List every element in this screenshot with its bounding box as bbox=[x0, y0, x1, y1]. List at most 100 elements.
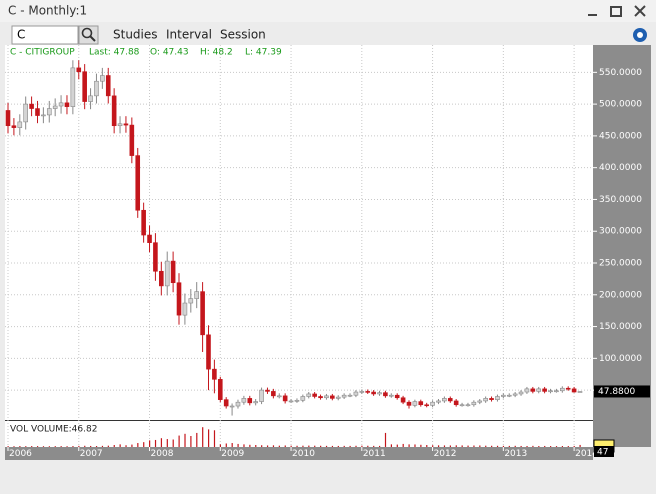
volume-bar bbox=[361, 445, 363, 447]
volume-bar bbox=[101, 445, 104, 447]
volume-bar bbox=[408, 444, 410, 447]
volume-bar bbox=[308, 445, 310, 447]
y-tick-label: 100.0000 bbox=[599, 354, 642, 364]
volume-bar bbox=[60, 446, 62, 447]
candle-body bbox=[518, 391, 524, 395]
volume-bar bbox=[154, 439, 157, 447]
volume-bar bbox=[443, 445, 446, 447]
volume-bar bbox=[467, 445, 469, 447]
volume-bar bbox=[379, 445, 381, 447]
window-title: C - Monthly:1 bbox=[8, 4, 87, 18]
volume-bar bbox=[502, 445, 505, 447]
volume-bar bbox=[25, 446, 27, 447]
candle-body bbox=[347, 394, 353, 397]
volume-bar bbox=[278, 445, 280, 447]
time-axis bbox=[5, 447, 593, 460]
x-tick-label: 2006 bbox=[9, 449, 32, 459]
settings-icon bbox=[637, 32, 643, 38]
candle-body bbox=[241, 398, 247, 403]
volume-bar bbox=[426, 445, 428, 447]
volume-bar bbox=[567, 446, 569, 447]
search-icon bbox=[81, 27, 93, 39]
volume-bar bbox=[48, 446, 50, 447]
volume-bar bbox=[331, 445, 334, 447]
volume-bar bbox=[243, 444, 245, 447]
x-tick-label: 2014 bbox=[575, 449, 598, 459]
volume-bar bbox=[160, 438, 163, 447]
last-price-label: 47.8800 bbox=[598, 387, 635, 397]
candle-body bbox=[223, 399, 229, 407]
volume-bar bbox=[496, 445, 499, 447]
search-icon bbox=[89, 35, 96, 42]
y-tick-label: 400.0000 bbox=[599, 163, 642, 173]
volume-bar bbox=[131, 444, 133, 447]
volume-bar bbox=[485, 445, 487, 447]
menu-item[interactable]: Studies bbox=[113, 28, 158, 42]
x-tick-label: 2010 bbox=[292, 449, 315, 459]
candle-body bbox=[159, 270, 164, 287]
volume-bar bbox=[166, 439, 168, 447]
candle-body bbox=[70, 67, 76, 107]
volume-bar bbox=[520, 445, 522, 447]
candle-body bbox=[365, 391, 371, 393]
volume-pane bbox=[5, 421, 593, 447]
candle-body bbox=[217, 379, 223, 400]
candle-body bbox=[247, 398, 253, 404]
candle-body bbox=[377, 392, 382, 395]
candle-body bbox=[76, 67, 82, 72]
volume-bar bbox=[36, 446, 39, 447]
candle-body bbox=[153, 242, 158, 272]
volume-bar bbox=[449, 445, 451, 447]
volume-bar bbox=[526, 445, 528, 447]
candle-body bbox=[501, 394, 506, 397]
volume-bar bbox=[42, 446, 45, 447]
candle-body bbox=[512, 393, 518, 396]
candle-body bbox=[212, 368, 217, 380]
candle-body bbox=[147, 234, 152, 243]
volume-tag-bg bbox=[594, 446, 614, 457]
x-tick-label: 2009 bbox=[221, 449, 244, 459]
candle-body bbox=[453, 400, 459, 406]
candle-body bbox=[64, 102, 70, 107]
candle-body bbox=[371, 391, 376, 395]
volume-bar bbox=[514, 445, 516, 447]
candle-body bbox=[565, 387, 571, 390]
candle-body bbox=[11, 125, 17, 128]
candle-body bbox=[418, 401, 424, 406]
volume-bar bbox=[390, 444, 392, 447]
volume-bar bbox=[119, 444, 121, 447]
legend-open: O: 47.43 bbox=[150, 48, 189, 58]
candle-body bbox=[41, 114, 46, 117]
symbol-input-text[interactable]: C bbox=[17, 28, 25, 42]
candle-body bbox=[335, 396, 341, 399]
candle-body bbox=[100, 75, 105, 82]
candle-body bbox=[524, 388, 530, 393]
volume-bar bbox=[143, 442, 145, 447]
candle-body bbox=[471, 401, 477, 406]
volume-bar bbox=[272, 445, 275, 447]
candle-body bbox=[483, 398, 488, 402]
close-button[interactable] bbox=[634, 5, 646, 17]
volume-bar bbox=[437, 445, 440, 447]
minimize-button[interactable] bbox=[588, 14, 597, 16]
candle-body bbox=[459, 404, 465, 407]
candle-body bbox=[200, 291, 205, 336]
volume-bar bbox=[473, 445, 475, 447]
volume-bar bbox=[314, 445, 316, 447]
candle-body bbox=[388, 394, 394, 397]
volume-bar bbox=[149, 440, 151, 447]
volume-bar bbox=[190, 436, 192, 447]
volume-bar bbox=[237, 443, 239, 447]
candle-body bbox=[164, 260, 170, 287]
candle-body bbox=[447, 398, 453, 402]
volume-bar bbox=[479, 445, 481, 447]
volume-bar bbox=[384, 432, 387, 447]
symbol-input[interactable] bbox=[11, 25, 79, 45]
menu-item[interactable]: Session bbox=[220, 28, 266, 42]
candle-body bbox=[229, 405, 235, 408]
candle-body bbox=[300, 396, 306, 401]
menu-item[interactable]: Interval bbox=[166, 28, 212, 42]
volume-bar bbox=[296, 445, 298, 447]
maximize-button[interactable] bbox=[610, 6, 622, 17]
